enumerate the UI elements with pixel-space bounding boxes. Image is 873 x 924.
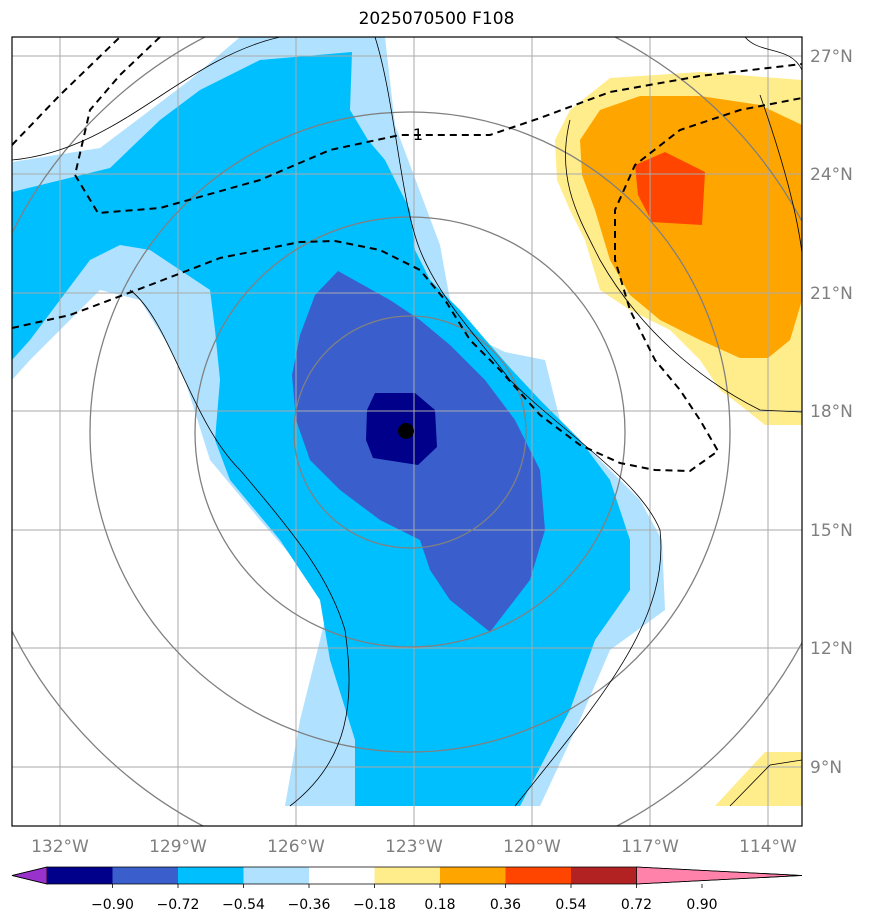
colorbar-tick-label: 0.90 (686, 897, 717, 913)
map-frame (11, 36, 803, 827)
colorbar-segment (505, 867, 572, 884)
dashed-contours (12, 37, 802, 473)
shading-orange (580, 96, 802, 358)
gridlines (12, 37, 802, 826)
colorbar-segment (571, 867, 637, 884)
longitude-tick-label: 132°W (31, 837, 89, 857)
longitude-labels: 132°W 129°W 126°W 123°W 120°W 117°W 114°W (31, 837, 797, 857)
colorbar-outline (11, 866, 803, 885)
latitude-tick-label: 18°N (810, 402, 853, 422)
latitude-labels: 27°N 24°N 21°N 18°N 15°N 12°N 9°N (810, 47, 853, 778)
colorbar (11, 866, 803, 885)
colorbar-tick-label: 0.36 (490, 897, 521, 913)
contour-label: 1 (413, 125, 423, 144)
colorbar-tick-label: −0.54 (222, 897, 265, 913)
latitude-tick-label: 27°N (810, 47, 853, 67)
colorbar-segment (178, 867, 244, 884)
colorbar-tick-label: 0.18 (424, 897, 455, 913)
map-title: 2025070500 F108 (358, 9, 515, 29)
colorbar-segment (243, 867, 310, 884)
shading-red-orange (635, 152, 705, 225)
longitude-tick-label: 123°W (385, 837, 443, 857)
colorbar-tick-label: −0.72 (157, 897, 200, 913)
colorbar-extend-high (636, 866, 803, 885)
colorbar-extend-low (11, 866, 48, 885)
latitude-tick-label: 21°N (810, 284, 853, 304)
latitude-tick-label: 15°N (810, 521, 853, 541)
colorbar-tick-label: 0.54 (555, 897, 586, 913)
map-layers (12, 37, 802, 826)
colorbar-tick-label: −0.36 (288, 897, 331, 913)
colorbar-segment (112, 867, 179, 884)
latitude-tick-label: 9°N (810, 758, 842, 778)
longitude-tick-label: 117°W (621, 837, 679, 857)
colorbar-segment (374, 867, 441, 884)
shading-light-yellow-se (715, 752, 802, 806)
colorbar-tick-label: −0.18 (353, 897, 396, 913)
colorbar-labels: −0.90 −0.72 −0.54 −0.36 −0.18 0.18 0.36 0.54 0.7… (91, 884, 718, 913)
latitude-tick-label: 12°N (810, 639, 853, 659)
colorbar-segment (309, 867, 375, 884)
longitude-tick-label: 114°W (739, 837, 797, 857)
streamlines (12, 37, 802, 807)
longitude-tick-label: 126°W (267, 837, 325, 857)
latitude-tick-label: 24°N (810, 165, 853, 185)
colorbar-tick-label: 0.72 (621, 897, 652, 913)
longitude-tick-label: 120°W (503, 837, 561, 857)
colorbar-segment (440, 867, 506, 884)
storm-center-marker (398, 423, 414, 439)
longitude-tick-label: 129°W (149, 837, 207, 857)
colorbar-segment (47, 867, 113, 884)
colorbar-tick-label: −0.90 (91, 897, 134, 913)
